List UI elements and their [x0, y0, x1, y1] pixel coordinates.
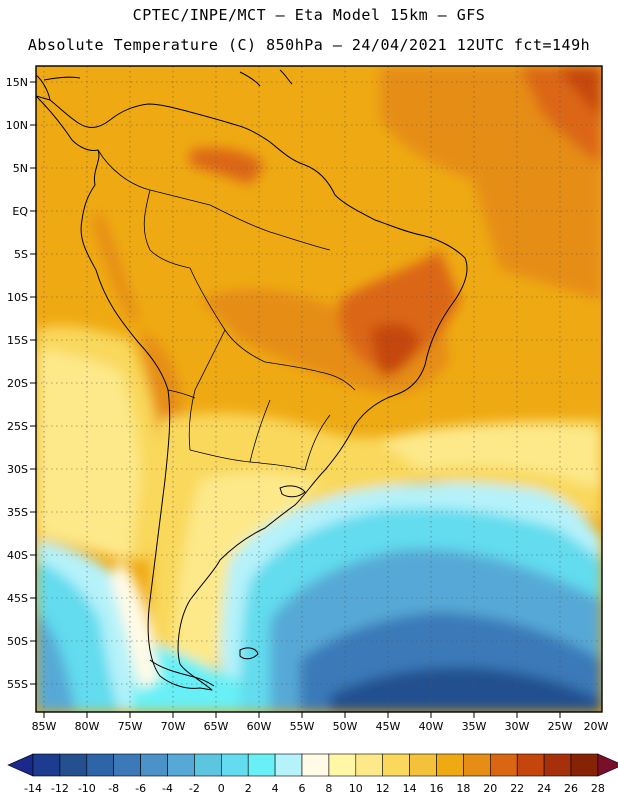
lon-label: 65W — [204, 720, 229, 733]
coastline — [36, 69, 468, 691]
colorbar-label: 6 — [299, 782, 306, 795]
lon-label: 80W — [75, 720, 100, 733]
lat-label: 30S — [7, 463, 28, 476]
lat-label: 10S — [7, 291, 28, 304]
lat-label: 10N — [6, 119, 28, 132]
colorbar-label: 26 — [564, 782, 578, 795]
lon-label: 35W — [462, 720, 487, 733]
colorbar-segment — [113, 753, 141, 777]
colorbar-segment — [194, 753, 222, 777]
lon-label: 20W — [584, 720, 609, 733]
colorbar-over-arrow — [597, 753, 618, 777]
colorbar-label: -14 — [24, 782, 42, 795]
colorbar-label: 22 — [510, 782, 524, 795]
colorbar-label: 14 — [403, 782, 417, 795]
colorbar-segment — [167, 753, 195, 777]
colorbar-label: 12 — [376, 782, 390, 795]
lon-label: 25W — [548, 720, 573, 733]
colorbar-label: 4 — [272, 782, 279, 795]
lon-label: 70W — [161, 720, 186, 733]
colorbar-segment — [516, 753, 545, 777]
colorbar-label: -8 — [108, 782, 119, 795]
colorbar-segment — [463, 753, 491, 777]
colorbar-segment — [355, 753, 383, 777]
map-subtitle: Absolute Temperature (C) 850hPa – 24/04/… — [27, 36, 591, 54]
lon-label: 40W — [419, 720, 444, 733]
colorbar-under-arrow — [7, 753, 34, 777]
lon-label: 60W — [247, 720, 272, 733]
colorbar-segment — [328, 753, 357, 777]
lon-label: 50W — [333, 720, 358, 733]
lon-label: 30W — [505, 720, 530, 733]
lat-label: 50S — [7, 635, 28, 648]
colorbar-segment — [86, 753, 115, 777]
lat-label: 25S — [7, 420, 28, 433]
colorbar-segment — [140, 753, 168, 777]
lat-label: 5S — [14, 248, 28, 261]
lat-label: 55S — [7, 678, 28, 691]
colorbar-label: -12 — [51, 782, 69, 795]
lat-label: EQ — [12, 205, 28, 218]
lon-label: 45W — [376, 720, 401, 733]
colorbar-label: 8 — [325, 782, 332, 795]
plot-frame — [35, 65, 603, 713]
colorbar-label: -10 — [78, 782, 96, 795]
colorbar-label: 10 — [349, 782, 363, 795]
lon-label: 85W — [32, 720, 57, 733]
lat-label: 20S — [7, 377, 28, 390]
colorbar-label: 16 — [430, 782, 444, 795]
colorbar-segment — [543, 753, 572, 777]
colorbar-segment — [247, 753, 276, 777]
colorbar-segment — [436, 753, 464, 777]
colorbar-label: 18 — [456, 782, 470, 795]
colorbar-segment — [274, 753, 303, 777]
colorbar-label: -6 — [135, 782, 146, 795]
colorbar-label: -4 — [162, 782, 173, 795]
colorbar-segment — [32, 753, 61, 777]
colorbar-segment — [221, 753, 249, 777]
colorbar-label: 2 — [245, 782, 252, 795]
colorbar-segment — [409, 753, 437, 777]
colorbar-segment — [301, 753, 330, 777]
colorbar-segment — [382, 753, 410, 777]
colorbar-label: 24 — [537, 782, 551, 795]
country-borders — [97, 149, 356, 471]
lat-label: 35S — [7, 506, 28, 519]
lon-label: 55W — [290, 720, 315, 733]
colorbar-segment — [570, 753, 599, 777]
colorbar-segment — [59, 753, 88, 777]
colorbar-label: -2 — [189, 782, 200, 795]
lon-label: 75W — [118, 720, 143, 733]
lat-label: 15S — [7, 334, 28, 347]
lat-label: 5N — [13, 162, 28, 175]
lat-label: 45S — [7, 592, 28, 605]
colorbar-label: 20 — [483, 782, 497, 795]
lat-label: 40S — [7, 549, 28, 562]
lat-label: 15N — [6, 76, 28, 89]
temperature-field — [36, 66, 602, 712]
colorbar-segment — [489, 753, 518, 777]
map-title: CPTEC/INPE/MCT – Eta Model 15km – GFS — [132, 6, 486, 24]
colorbar-label: 28 — [591, 782, 605, 795]
colorbar: -14 -12 -10 -8 -6 -4 -2 0 2 4 6 8 10 12 14 16 18 20 22 24 26… — [7, 753, 618, 795]
colorbar-label: 0 — [218, 782, 225, 795]
